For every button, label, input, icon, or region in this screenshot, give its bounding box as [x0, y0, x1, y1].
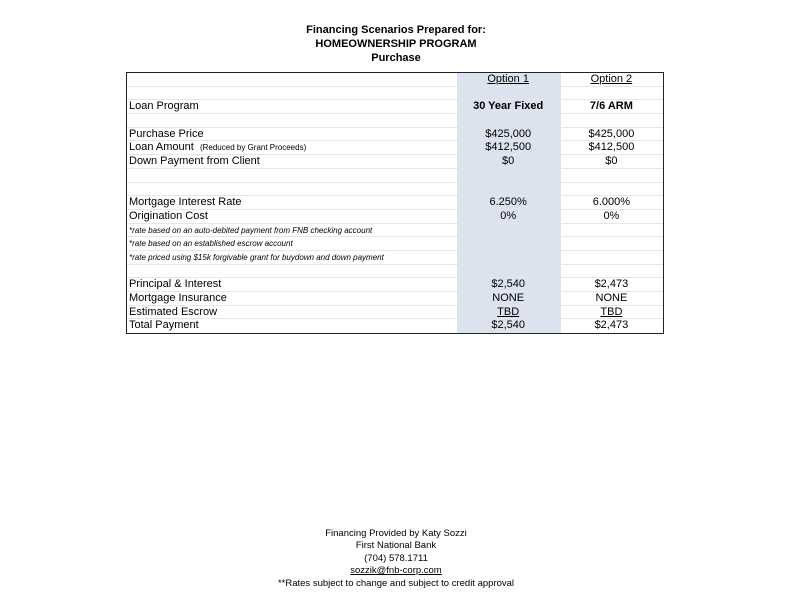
value: 0% — [500, 209, 517, 222]
rate-note: *rate based on an auto-debited payment f… — [129, 225, 373, 235]
value: NONE — [595, 292, 628, 304]
table-row: Mortgage Insurance NONE NONE — [127, 292, 663, 306]
value: $412,500 — [485, 141, 532, 154]
value: 30 Year Fixed — [473, 100, 544, 113]
option1-shading — [457, 73, 561, 334]
table-row: *rate priced using $15k forgivable grant… — [127, 251, 663, 265]
table-row: Estimated Escrow TBD TBD — [127, 306, 663, 320]
value: NONE — [492, 292, 525, 304]
table-row: Purchase Price $425,000 $425,000 — [127, 128, 663, 142]
value: $2,473 — [594, 278, 629, 291]
label: Mortgage Interest Rate — [129, 196, 242, 209]
footer-email-link[interactable]: sozzik@fnb-corp.com — [350, 565, 442, 577]
value: $412,500 — [588, 141, 635, 154]
option1-header: Option 1 — [487, 73, 529, 85]
label: Purchase Price — [129, 127, 204, 140]
table-row: Mortgage Interest Rate 6.250% 6.000% — [127, 196, 663, 210]
table-row: *rate based on an established escrow acc… — [127, 237, 663, 251]
value: 6.250% — [489, 196, 527, 209]
footer-phone: (704) 578.1711 — [364, 552, 428, 564]
label: Loan Amount — [129, 141, 194, 154]
table-row: Option 1 Option 2 — [127, 73, 663, 87]
footer: Financing Provided by Katy Sozzi First N… — [0, 528, 792, 590]
value: $2,540 — [491, 278, 525, 291]
value: TBD — [497, 305, 520, 318]
value: 6.000% — [592, 196, 631, 209]
value: $425,000 — [588, 127, 635, 140]
table-row: Total Payment $2,540 $2,473 — [127, 319, 663, 333]
value: $2,540 — [491, 319, 525, 332]
financing-table: Option 1 Option 2 Loan Program 30 Year Fix… — [126, 72, 664, 335]
value: 0% — [603, 209, 620, 222]
table-row: Down Payment from Client $0 $0 — [127, 155, 663, 169]
footer-bank: First National Bank — [355, 540, 437, 552]
value: $0 — [605, 155, 618, 168]
title-program: HOMEOWNERSHIP PROGRAM — [315, 38, 477, 50]
footer-provider: Financing Provided by Katy Sozzi — [325, 528, 467, 539]
label-note: (Reduced by Grant Proceeds) — [199, 143, 307, 153]
label: Mortgage Insurance — [129, 292, 227, 304]
label: Origination Cost — [129, 209, 208, 222]
rate-note: *rate based on an established escrow acc… — [129, 239, 293, 249]
value: $0 — [502, 155, 515, 168]
table-row: *rate based on an auto-debited payment f… — [127, 224, 663, 238]
value: 7/6 ARM — [589, 100, 633, 113]
table-row: Origination Cost 0% 0% — [127, 210, 663, 224]
label: Down Payment from Client — [129, 155, 260, 168]
rate-note: *rate priced using $15k forgivable grant… — [129, 252, 384, 262]
table-row: Loan Amount (Reduced by Grant Proceeds) $… — [127, 141, 663, 156]
value: $425,000 — [485, 127, 532, 140]
title-line-1: Financing Scenarios Prepared for: — [306, 24, 486, 36]
option2-header: Option 2 — [590, 73, 633, 85]
value: TBD — [600, 305, 623, 318]
value: $2,473 — [594, 319, 629, 332]
title-purchase: Purchase — [371, 52, 421, 64]
table-row: Principal & Interest $2,540 $2,473 — [127, 278, 663, 292]
footer-disclaimer: **Rates subject to change and subject to… — [277, 577, 515, 589]
label: Total Payment — [129, 319, 199, 332]
label: Loan Program — [129, 100, 199, 113]
table-row: Loan Program 30 Year Fixed 7/6 ARM — [127, 100, 663, 115]
label: Principal & Interest — [129, 278, 222, 291]
label: Estimated Escrow — [129, 305, 218, 318]
